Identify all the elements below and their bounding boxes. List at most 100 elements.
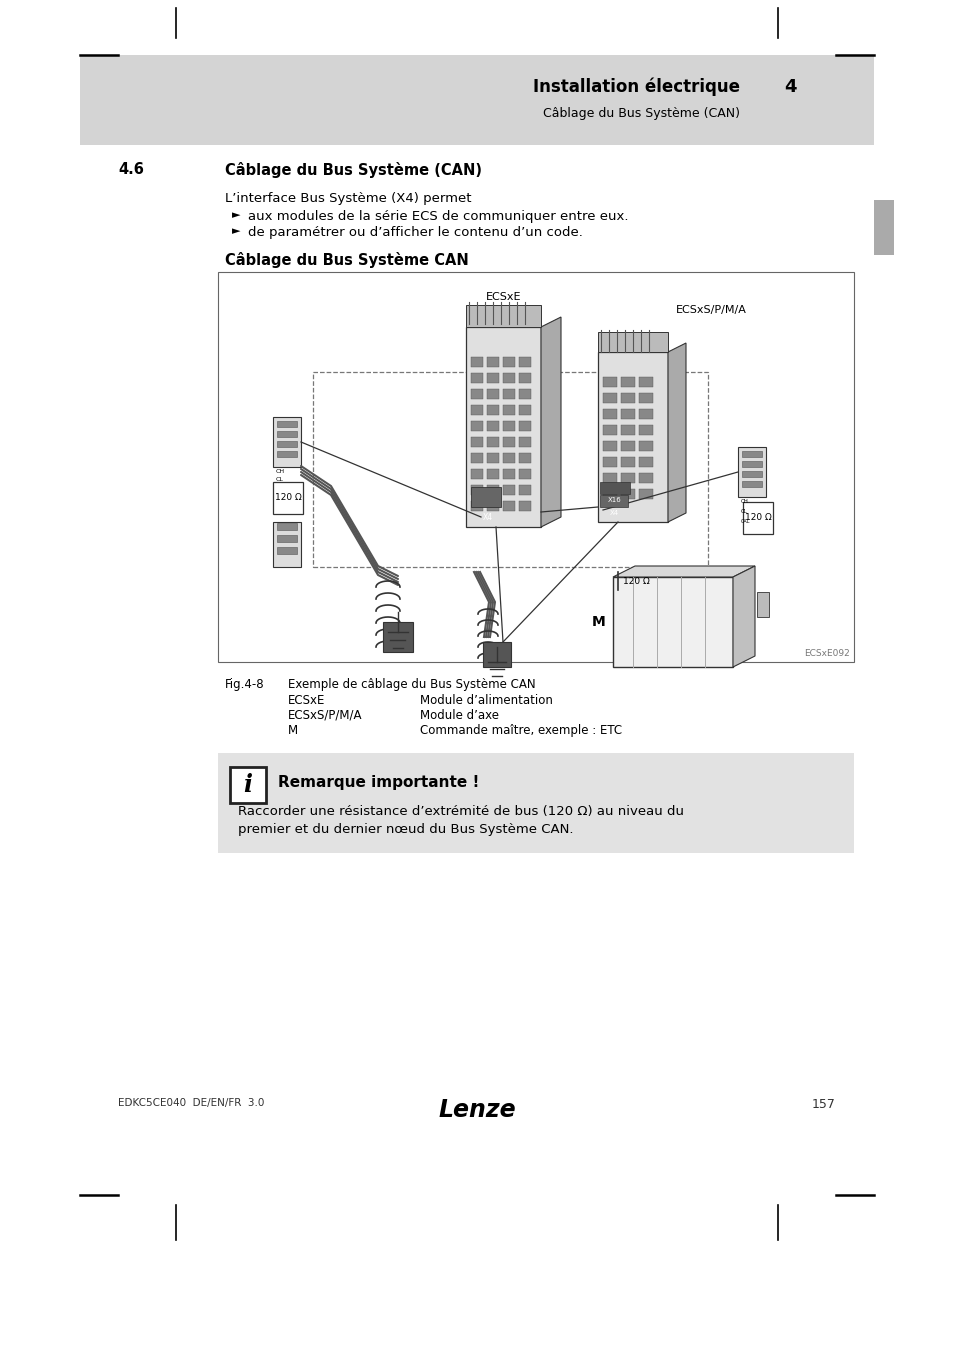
Bar <box>471 437 482 447</box>
Text: ECSxS/P/M/A: ECSxS/P/M/A <box>676 305 746 315</box>
Bar <box>471 356 482 367</box>
Bar <box>80 55 873 144</box>
Bar <box>620 441 635 451</box>
Bar <box>602 377 617 387</box>
Bar <box>486 485 498 495</box>
Bar <box>465 327 540 526</box>
Bar <box>741 460 761 467</box>
Bar <box>502 437 515 447</box>
Bar <box>471 454 482 463</box>
Bar <box>518 485 531 495</box>
Polygon shape <box>667 343 685 522</box>
Bar <box>486 421 498 431</box>
Text: Remarque importante !: Remarque importante ! <box>277 775 478 790</box>
Bar <box>276 441 296 447</box>
Text: Câblage du Bus Système (CAN): Câblage du Bus Système (CAN) <box>225 162 481 178</box>
Bar <box>502 421 515 431</box>
Bar <box>273 522 301 567</box>
Bar <box>602 393 617 404</box>
Text: aux modules de la série ECS de communiquer entre eux.: aux modules de la série ECS de communiqu… <box>248 211 628 223</box>
Bar <box>502 389 515 400</box>
Bar <box>230 767 266 803</box>
Bar <box>471 487 500 508</box>
Text: ►: ► <box>232 225 240 236</box>
Bar <box>602 489 617 500</box>
Bar <box>518 405 531 414</box>
Text: premier et du dernier nœud du Bus Système CAN.: premier et du dernier nœud du Bus Systèm… <box>237 824 573 836</box>
Bar <box>273 482 303 514</box>
Text: 120 Ω: 120 Ω <box>744 513 771 522</box>
Bar <box>313 373 707 567</box>
Text: Lenze: Lenze <box>437 1098 516 1122</box>
Text: M: M <box>592 616 605 629</box>
Bar <box>486 468 498 479</box>
Bar <box>620 409 635 418</box>
Bar <box>471 468 482 479</box>
Bar <box>276 535 296 541</box>
Text: ECSxE: ECSxE <box>288 694 325 707</box>
Text: X4: X4 <box>609 510 618 516</box>
Bar <box>599 495 627 508</box>
Text: X4: X4 <box>482 513 493 521</box>
Bar <box>620 393 635 404</box>
Text: ECSxE: ECSxE <box>485 292 520 302</box>
Text: ECSxE092: ECSxE092 <box>803 649 849 657</box>
Text: 120 Ω: 120 Ω <box>274 494 301 502</box>
Bar <box>518 501 531 512</box>
Text: EDKC5CE040  DE/EN/FR  3.0: EDKC5CE040 DE/EN/FR 3.0 <box>118 1098 264 1108</box>
Bar <box>598 332 667 352</box>
Text: M: M <box>288 724 297 737</box>
Bar <box>486 356 498 367</box>
Bar <box>639 377 652 387</box>
Text: L’interface Bus Système (X4) permet: L’interface Bus Système (X4) permet <box>225 192 471 205</box>
Bar <box>741 481 761 487</box>
Text: Câblage du Bus Système CAN: Câblage du Bus Système CAN <box>225 252 468 269</box>
Text: i: i <box>243 774 253 796</box>
Bar <box>620 472 635 483</box>
Bar <box>518 437 531 447</box>
Text: Module d’alimentation: Module d’alimentation <box>419 694 553 707</box>
Text: Raccorder une résistance d’extrémité de bus (120 Ω) au niveau du: Raccorder une résistance d’extrémité de … <box>237 805 683 818</box>
Bar <box>218 753 853 853</box>
Text: 4: 4 <box>783 78 796 96</box>
Text: Câblage du Bus Système (CAN): Câblage du Bus Système (CAN) <box>542 107 740 120</box>
Text: CL: CL <box>275 477 284 482</box>
Bar <box>738 447 765 497</box>
Bar <box>602 425 617 435</box>
Bar <box>602 472 617 483</box>
Text: Module d’axe: Module d’axe <box>419 709 498 722</box>
Bar <box>276 522 296 531</box>
Text: Fig.4-8: Fig.4-8 <box>225 678 264 691</box>
Bar <box>502 501 515 512</box>
Bar <box>471 501 482 512</box>
Polygon shape <box>540 317 560 526</box>
Text: CL: CL <box>740 509 747 514</box>
Text: CH: CH <box>275 468 285 474</box>
Bar <box>873 200 893 255</box>
Bar <box>482 643 511 667</box>
Bar <box>486 454 498 463</box>
Bar <box>382 622 413 652</box>
Bar <box>502 405 515 414</box>
Bar <box>502 485 515 495</box>
Bar <box>518 373 531 383</box>
Bar <box>741 451 761 458</box>
Bar <box>518 468 531 479</box>
Bar <box>502 454 515 463</box>
Bar <box>486 501 498 512</box>
Bar <box>486 389 498 400</box>
Bar <box>518 421 531 431</box>
Bar <box>620 458 635 467</box>
Bar <box>471 389 482 400</box>
Bar <box>639 458 652 467</box>
Bar <box>602 409 617 418</box>
Bar <box>598 352 667 522</box>
Bar <box>465 305 540 327</box>
Bar <box>518 454 531 463</box>
Polygon shape <box>732 566 754 667</box>
Bar <box>486 405 498 414</box>
Bar <box>639 409 652 418</box>
Bar <box>620 377 635 387</box>
Bar <box>502 356 515 367</box>
Bar <box>486 373 498 383</box>
